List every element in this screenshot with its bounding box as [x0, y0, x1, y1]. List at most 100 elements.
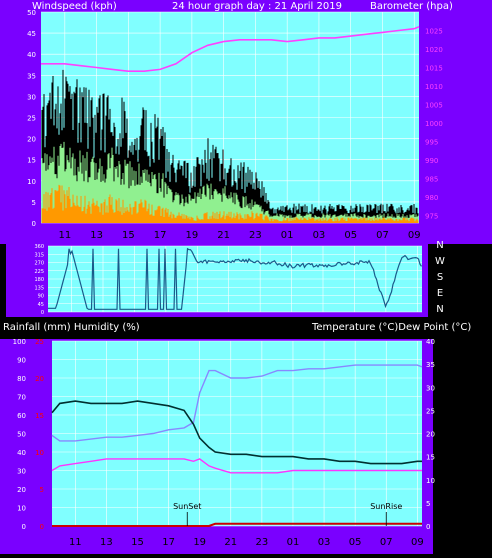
- time-tick-label: 23: [249, 230, 262, 241]
- graph-title: 24 hour graph day : 21 April 2019: [172, 1, 342, 12]
- humidity-tick-label: 80: [17, 375, 26, 383]
- temperature-tick-label: 0: [426, 523, 430, 531]
- temperature-tick-label: 15: [426, 454, 435, 462]
- barometer-tick-label: 1015: [425, 65, 443, 73]
- time-tick-label: 05: [349, 537, 362, 548]
- barometer-tick-label: 995: [425, 139, 438, 147]
- sunset-label: SunSet: [173, 502, 201, 511]
- wind-tick-label: 30: [27, 93, 36, 101]
- rain-humidity-axis-title: Rainfall (mm) Humidity (%): [3, 322, 140, 333]
- rainfall-tick-label: 25: [35, 338, 44, 346]
- humidity-tick-label: 40: [17, 449, 26, 457]
- barometer-tick-label: 1010: [425, 83, 443, 91]
- time-tick-label: 21: [224, 537, 237, 548]
- time-tick-label: 17: [162, 537, 175, 548]
- compass-label: W: [435, 256, 445, 267]
- time-tick-label: 13: [90, 230, 103, 241]
- direction-tick-label: 225: [34, 269, 44, 275]
- direction-tick-label: 315: [34, 252, 44, 258]
- humidity-tick-label: 20: [17, 486, 26, 494]
- humidity-line: [51, 364, 423, 442]
- wind-y-axis: 0 5 10 15 20 25 30 35 40 45 50: [27, 9, 36, 228]
- time-tick-label: 11: [69, 537, 82, 548]
- compass-label: N: [436, 304, 443, 315]
- humidity-tick-label: 60: [17, 412, 26, 420]
- sunrise-label: SunRise: [370, 502, 402, 511]
- direction-tick-label: 90: [38, 294, 44, 300]
- compass-label: E: [437, 288, 443, 299]
- barometer-axis-title: Barometer (hpa): [370, 1, 453, 12]
- temperature-line: [51, 400, 422, 465]
- min-wind-bars: [41, 184, 419, 223]
- wind-bars: [41, 69, 419, 223]
- temperature-tick-label: 20: [426, 431, 435, 439]
- sun-markers: SunSet SunRise: [173, 502, 402, 526]
- barometer-tick-label: 1020: [425, 46, 443, 54]
- temperature-tick-label: 30: [426, 384, 435, 392]
- humidity-y-axis: 0 10 20 30 40 50 60 70 80 90 100: [13, 338, 26, 531]
- direction-tick-label: 270: [34, 261, 44, 267]
- time-tick-label: 09: [411, 537, 424, 548]
- time-tick-label: 01: [287, 537, 300, 548]
- rainfall-y-axis: 0 5 10 15 20 25: [35, 338, 44, 531]
- rainfall-tick-label: 0: [40, 523, 44, 531]
- temperature-tick-label: 25: [426, 407, 435, 415]
- wind-tick-label: 50: [27, 9, 36, 17]
- time-tick-label: 19: [186, 230, 199, 241]
- wind-tick-label: 35: [27, 72, 36, 80]
- temperature-tick-label: 35: [426, 361, 435, 369]
- time-tick-label: 23: [256, 537, 269, 548]
- time-tick-label: 19: [193, 537, 206, 548]
- windspeed-axis-title: Windspeed (kph): [32, 1, 117, 12]
- direction-trace: [48, 247, 422, 310]
- humidity-tick-label: 50: [17, 431, 26, 439]
- dewpoint-line: [51, 458, 422, 474]
- barometer-tick-label: 985: [425, 176, 438, 184]
- temp-grid: [52, 340, 422, 527]
- time-tick-label: 15: [131, 537, 144, 548]
- barometer-y-axis: 975 980 985 990 995 1000 1005 1010 1015 1020 1025: [425, 28, 443, 221]
- wind-tick-label: 10: [27, 178, 36, 186]
- bottom-time-axis: 11 13 15 17 19 21 23 01 03 05 07 09: [69, 537, 424, 548]
- humidity-tick-label: 30: [17, 468, 26, 476]
- time-tick-label: 15: [122, 230, 135, 241]
- rainfall-tick-label: 5: [40, 486, 44, 494]
- direction-tick-label: 0: [41, 310, 44, 316]
- humidity-tick-label: 70: [17, 394, 26, 402]
- direction-line: [48, 247, 422, 310]
- time-tick-label: 13: [100, 537, 113, 548]
- time-tick-label: 07: [376, 230, 389, 241]
- direction-tick-label: 45: [38, 302, 44, 308]
- temp-lines: [51, 364, 423, 527]
- humidity-tick-label: 100: [13, 338, 26, 346]
- time-tick-label: 17: [154, 230, 167, 241]
- barometer-tick-label: 1025: [425, 28, 443, 36]
- barometer-tick-label: 975: [425, 213, 438, 221]
- temperature-tick-label: 40: [426, 338, 435, 346]
- time-tick-label: 11: [58, 230, 71, 241]
- wind-tick-label: 5: [32, 199, 36, 207]
- wind-tick-label: 0: [32, 220, 36, 228]
- wind-lines: [41, 26, 420, 72]
- time-tick-label: 03: [318, 537, 331, 548]
- rainfall-line: [52, 522, 422, 527]
- time-tick-label: 09: [408, 230, 421, 241]
- wind-tick-label: 40: [27, 51, 36, 59]
- direction-grid: [48, 245, 422, 313]
- wind-tick-label: 20: [27, 136, 36, 144]
- wind-tick-label: 45: [27, 30, 36, 38]
- time-tick-label: 01: [281, 230, 294, 241]
- direction-y-axis: 0 45 90 135 180 225 270 315 360: [34, 244, 44, 316]
- time-tick-label: 07: [380, 537, 393, 548]
- barometer-tick-label: 1005: [425, 102, 443, 110]
- rainfall-tick-label: 20: [35, 375, 44, 383]
- time-tick-label: 03: [313, 230, 326, 241]
- humidity-tick-label: 90: [17, 357, 26, 365]
- compass-label: N: [436, 240, 443, 251]
- bottom-header-strip: [0, 317, 492, 339]
- direction-tick-label: 180: [34, 277, 44, 283]
- rainfall-tick-label: 15: [35, 412, 44, 420]
